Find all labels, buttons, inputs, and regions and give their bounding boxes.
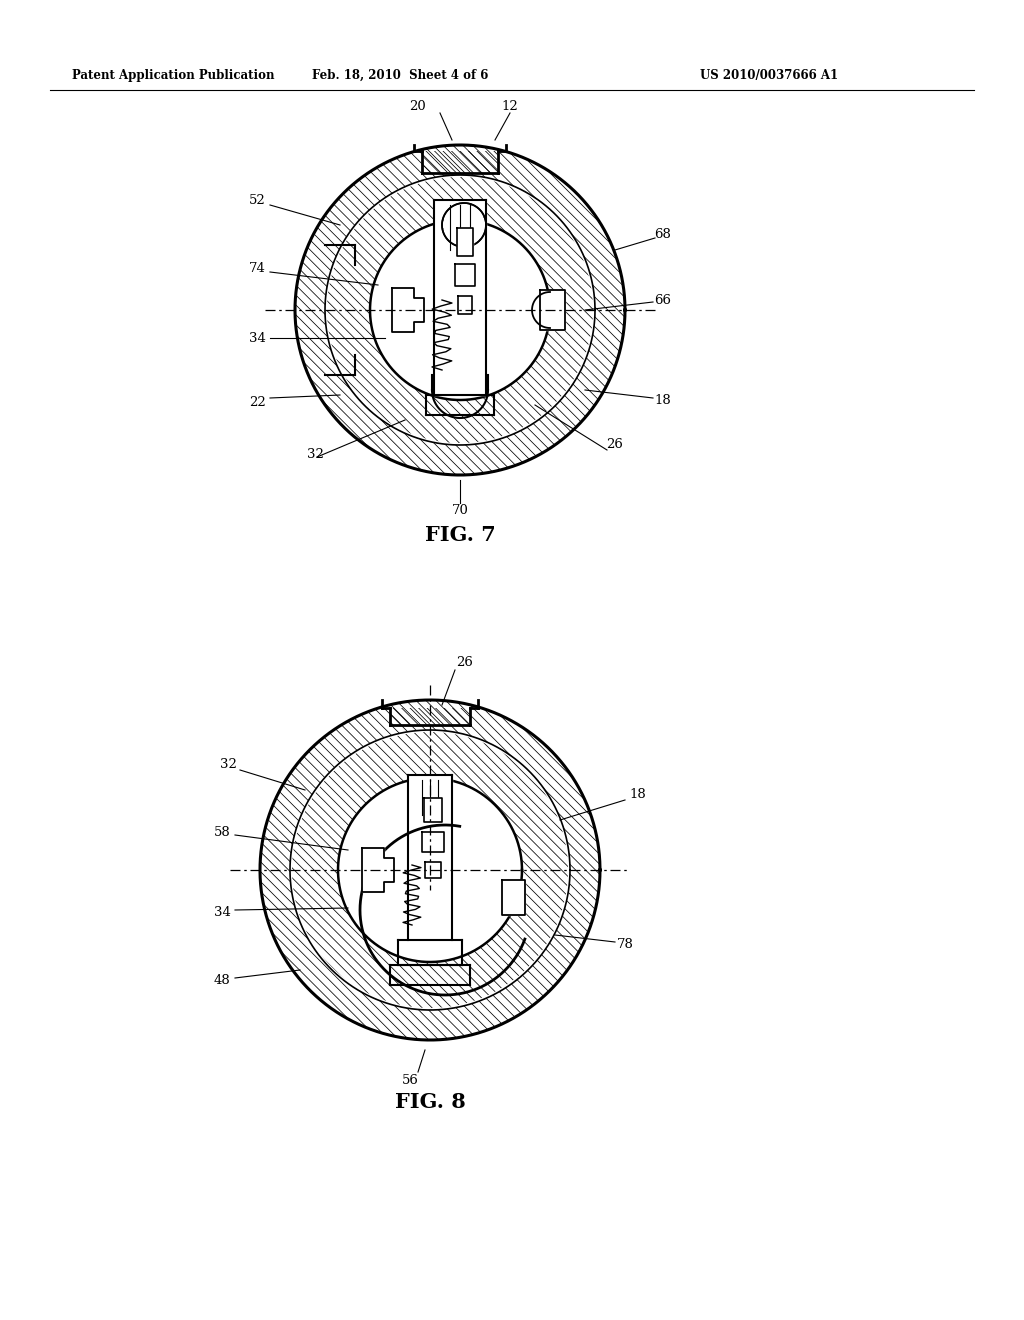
Text: 66: 66 [654, 293, 672, 306]
Polygon shape [458, 296, 472, 314]
Polygon shape [540, 290, 565, 330]
PathPatch shape [327, 177, 593, 444]
Text: US 2010/0037666 A1: US 2010/0037666 A1 [700, 69, 838, 82]
Text: 78: 78 [616, 939, 634, 952]
Polygon shape [422, 832, 444, 851]
PathPatch shape [442, 203, 486, 247]
Polygon shape [408, 775, 452, 940]
Text: 34: 34 [214, 906, 230, 919]
Text: 56: 56 [401, 1073, 419, 1086]
Polygon shape [502, 880, 525, 915]
Text: 18: 18 [654, 393, 672, 407]
Polygon shape [457, 228, 473, 256]
PathPatch shape [295, 145, 625, 475]
Text: 52: 52 [249, 194, 265, 206]
PathPatch shape [260, 700, 600, 1040]
Text: 48: 48 [214, 974, 230, 986]
Circle shape [255, 696, 605, 1045]
Text: 18: 18 [630, 788, 646, 801]
Text: Feb. 18, 2010  Sheet 4 of 6: Feb. 18, 2010 Sheet 4 of 6 [312, 69, 488, 82]
Polygon shape [434, 201, 486, 395]
Polygon shape [362, 847, 394, 892]
Polygon shape [424, 799, 442, 822]
Polygon shape [455, 264, 475, 286]
Text: 20: 20 [410, 100, 426, 114]
Text: 68: 68 [654, 228, 672, 242]
Text: 32: 32 [306, 449, 324, 462]
Text: 12: 12 [502, 100, 518, 114]
Text: 74: 74 [249, 261, 265, 275]
PathPatch shape [292, 733, 568, 1008]
Text: 70: 70 [452, 503, 468, 516]
Text: 34: 34 [249, 331, 265, 345]
Text: FIG. 8: FIG. 8 [394, 1092, 465, 1111]
Circle shape [371, 220, 549, 399]
Circle shape [290, 140, 630, 480]
Text: 22: 22 [249, 396, 265, 408]
Polygon shape [392, 288, 424, 333]
Text: 26: 26 [457, 656, 473, 668]
Polygon shape [425, 862, 441, 878]
Text: FIG. 7: FIG. 7 [425, 525, 496, 545]
Text: Patent Application Publication: Patent Application Publication [72, 69, 274, 82]
Text: 58: 58 [214, 825, 230, 838]
Circle shape [443, 205, 485, 246]
Circle shape [339, 779, 521, 961]
Text: 32: 32 [219, 759, 237, 771]
Text: 26: 26 [606, 438, 624, 451]
